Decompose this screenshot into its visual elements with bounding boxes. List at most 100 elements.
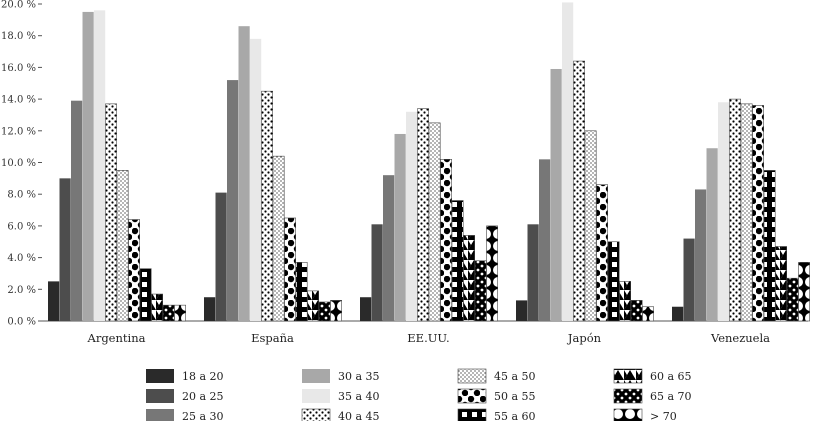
- bar: [619, 281, 631, 322]
- bar: [539, 159, 551, 321]
- bar: [417, 108, 429, 322]
- legend-item: > 70: [613, 408, 677, 421]
- legend-label: 50 a 55: [494, 390, 536, 403]
- legend-label: 20 a 25: [182, 390, 224, 403]
- bar: [607, 241, 620, 322]
- bar-group-jap-n: [516, 2, 654, 322]
- bar: [307, 290, 319, 322]
- bar: [204, 297, 216, 321]
- y-tick-label: 2.0 %: [7, 285, 36, 296]
- bar: [683, 238, 695, 321]
- category-label: Japón: [567, 331, 602, 345]
- bar: [105, 103, 117, 322]
- bar: [330, 300, 342, 322]
- bar: [139, 268, 152, 322]
- legend-swatch: [457, 368, 487, 384]
- legend-item: 40 a 45: [301, 408, 380, 421]
- y-tick-label: 20.0 %: [1, 0, 36, 11]
- bar: [48, 281, 60, 321]
- legend-label: 55 a 60: [494, 410, 536, 421]
- legend-swatch: [613, 408, 643, 421]
- category-labels: Argentina España EE.UU. Japón Venezuela: [87, 331, 771, 345]
- bar: [718, 102, 730, 322]
- bar: [227, 80, 239, 321]
- bar: [729, 98, 741, 322]
- y-tick-label: 12.0 %: [1, 126, 36, 137]
- legend-label: 18 a 20: [182, 370, 224, 383]
- legend: 18 a 20 20 a 25 25 a 30 30 a 35 35 a 40 40 a …: [146, 368, 692, 421]
- legend-swatch: [146, 409, 174, 421]
- legend-item: 55 a 60: [457, 408, 536, 421]
- bar-group-ee-uu-: [360, 108, 498, 322]
- bar: [752, 105, 764, 322]
- legend-label: 60 a 65: [650, 370, 692, 383]
- legend-label: > 70: [650, 410, 677, 421]
- category-label: España: [251, 331, 294, 345]
- bar: [215, 192, 227, 321]
- bar-group-argentina: [48, 10, 186, 322]
- bar: [284, 217, 296, 322]
- bar: [82, 11, 94, 322]
- legend-item: 35 a 40: [302, 389, 380, 403]
- legend-label: 65 a 70: [650, 390, 692, 403]
- bar: [550, 68, 562, 321]
- y-tick-label: 18.0 %: [1, 31, 36, 42]
- legend-item: 50 a 55: [457, 388, 536, 404]
- legend-item: 20 a 25: [146, 389, 224, 403]
- bar: [59, 178, 71, 321]
- legend-swatch: [302, 369, 330, 383]
- bar: [786, 277, 799, 322]
- category-label: Venezuela: [710, 331, 770, 345]
- y-tick-label: 8.0 %: [7, 190, 36, 201]
- legend-item: 60 a 65: [613, 368, 692, 384]
- legend-swatch: [146, 369, 174, 383]
- bar: [383, 175, 395, 321]
- bar: [238, 26, 250, 321]
- legend-item: 25 a 30: [146, 409, 224, 421]
- legend-item: 65 a 70: [613, 388, 692, 404]
- bar: [128, 219, 140, 322]
- y-tick-label: 0.0 %: [7, 317, 36, 328]
- legend-swatch: [302, 389, 330, 403]
- bar: [706, 148, 718, 321]
- bar-group-venezuela: [672, 98, 810, 322]
- bar: [162, 304, 175, 322]
- bar: [360, 297, 372, 321]
- legend-label: 40 a 45: [338, 410, 380, 421]
- bar: [596, 184, 608, 322]
- bar: [763, 170, 776, 322]
- bar: [116, 170, 129, 322]
- bar: [474, 260, 487, 322]
- bar: [562, 2, 574, 321]
- bar: [295, 262, 308, 322]
- bar: [94, 10, 106, 322]
- bar: [740, 103, 753, 322]
- y-tick-label: 16.0 %: [1, 63, 36, 74]
- bar: [394, 133, 406, 321]
- legend-swatch: [613, 388, 643, 404]
- bar: [174, 304, 186, 322]
- legend-swatch: [457, 408, 487, 421]
- bar: [584, 130, 597, 322]
- bar: [463, 235, 475, 322]
- legend-swatch: [457, 388, 487, 404]
- bar: [318, 301, 331, 322]
- category-label: EE.UU.: [407, 331, 449, 345]
- bar-group-espa-a: [204, 26, 342, 322]
- bar: [371, 224, 383, 321]
- legend-swatch: [146, 389, 174, 403]
- bar: [642, 306, 654, 322]
- bar: [516, 300, 528, 321]
- bar: [71, 100, 83, 321]
- legend-swatch: [301, 408, 331, 421]
- bar: [527, 224, 539, 321]
- legend-label: 45 a 50: [494, 370, 536, 383]
- bar: [672, 306, 684, 321]
- bar-groups: [48, 2, 810, 322]
- bar: [151, 293, 163, 322]
- bar: [798, 262, 810, 322]
- bar: [406, 111, 418, 321]
- legend-label: 35 a 40: [338, 390, 380, 403]
- legend-item: 45 a 50: [457, 368, 536, 384]
